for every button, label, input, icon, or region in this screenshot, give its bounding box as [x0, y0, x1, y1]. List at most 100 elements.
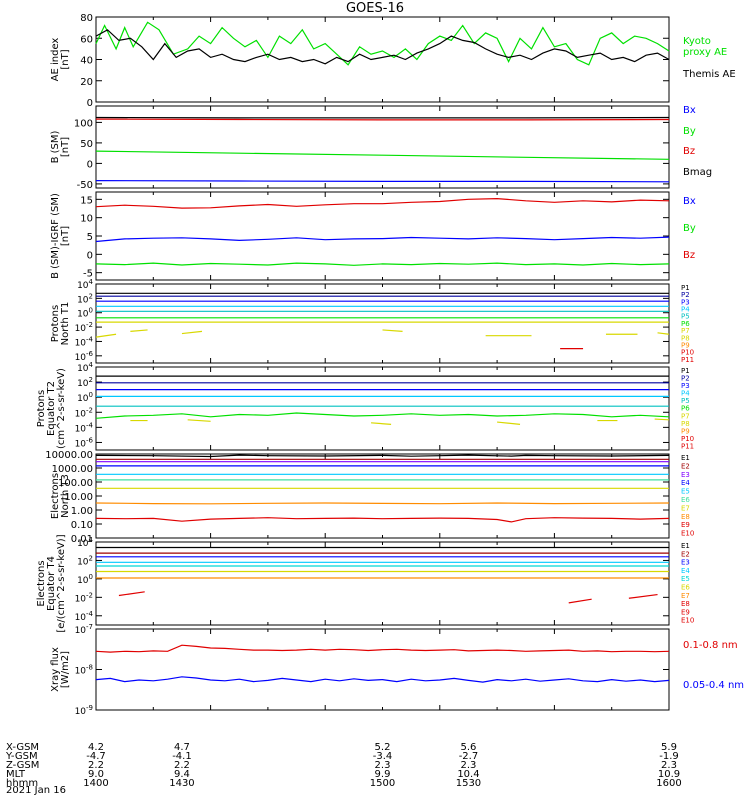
series-line-Bz	[95, 197, 670, 209]
y-tick-label: 0	[87, 159, 93, 170]
date-label: 2021 Jan 16	[6, 785, 66, 796]
legend-entry-P6: P6	[681, 320, 690, 328]
y-tick-label: 10-9	[75, 704, 93, 717]
legend-entry-Bx: Bx	[683, 105, 696, 116]
legend-entry-P3: P3	[681, 382, 690, 390]
y-tick-label: 5	[87, 232, 93, 243]
legend-entry-Bz: Bz	[683, 250, 695, 261]
y-tick-label: 10-8	[75, 664, 93, 677]
legend-entry-By: By	[683, 223, 696, 234]
y-axis-label: B (SM)	[50, 130, 61, 163]
panel-frame	[95, 366, 670, 451]
legend-entry-P1: P1	[681, 284, 690, 292]
panel-8: 10-7 10-8 10-9 Xray flux [W/m2] 0.1-0.8 nm 0.0…	[50, 623, 744, 717]
series-segment-P7	[187, 419, 211, 422]
legend-entry-E2: E2	[681, 462, 690, 470]
series-line-P6	[95, 412, 670, 419]
legend-entry-By: By	[683, 126, 696, 137]
y-tick-label: 102	[77, 376, 93, 389]
y-axis-label: Electrons	[50, 473, 61, 519]
legend-entry-E6: E6	[681, 496, 690, 504]
legend-entry-P8: P8	[681, 334, 690, 342]
x-axis-value: 2.2	[88, 760, 104, 771]
y-tick-label: 100	[77, 573, 93, 586]
x-axis-value: 1500	[370, 778, 395, 789]
legend-entry-P4: P4	[681, 390, 690, 398]
legend-entry-P11: P11	[681, 356, 694, 364]
legend-entry-Bz: Bz	[683, 146, 695, 157]
series-segment-P8	[382, 329, 403, 332]
y-axis-label: [nT]	[60, 49, 71, 69]
legend-entry-E8: E8	[681, 513, 690, 521]
x-axis-value: 9.4	[174, 769, 190, 780]
series-line-Themis AE	[95, 29, 670, 65]
series-line-Bx	[95, 180, 670, 183]
series-segment-E8	[118, 591, 145, 597]
legend-entry-E9: E9	[681, 521, 690, 529]
legend-entry-E5: E5	[681, 488, 690, 496]
legend-entry-E10: E10	[681, 530, 694, 538]
legend-entry-E6: E6	[681, 584, 690, 592]
series-segment-P7	[370, 422, 392, 425]
y-tick-label: 102	[77, 292, 93, 305]
y-tick-label: 10.00	[64, 492, 93, 503]
y-tick-label: 104	[77, 361, 93, 374]
series-line-E1	[95, 454, 670, 458]
x-axis-value: -4.7	[86, 751, 106, 762]
legend-entry-Kyoto proxy AE: proxy AE	[683, 47, 727, 58]
y-tick-label: 10000.00	[45, 450, 93, 461]
y-tick-label: 10-4	[75, 335, 94, 348]
y-tick-label: 100	[74, 118, 93, 129]
y-axis-label: [nT]	[60, 226, 71, 246]
x-axis-value: 2.3	[460, 760, 476, 771]
panel-2: -50 0 50 100 B (SM) [nT] Bx By Bz Bmag	[50, 105, 712, 191]
panel-frame	[95, 453, 670, 539]
legend-entry-Bx: Bx	[683, 196, 696, 207]
x-axis-value: -4.1	[172, 751, 192, 762]
series-segment-P8	[181, 330, 203, 335]
legend-entry-P2: P2	[681, 291, 690, 299]
y-tick-label: 100	[77, 307, 93, 320]
y-tick-label: 1.00	[71, 506, 93, 517]
y-tick-label: 1000.00	[52, 464, 93, 475]
y-axis-label: [e/(cm^2-s-sr-keV)]	[56, 534, 67, 632]
y-tick-label: 60	[80, 34, 93, 45]
panel-frame	[95, 541, 670, 626]
y-tick-label: 15	[80, 195, 93, 206]
x-axis-value: 2.2	[174, 760, 190, 771]
legend-entry-P4: P4	[681, 306, 690, 314]
series-line-By	[95, 262, 670, 266]
y-axis-label: [W/m2]	[60, 651, 71, 688]
y-axis-label: B (SM)-IGRF (SM)	[50, 193, 61, 279]
series-segment-P7	[497, 421, 521, 425]
x-axis-value: -2.7	[459, 751, 479, 762]
x-axis-value: 2.3	[661, 760, 677, 771]
y-tick-label: 10-2	[75, 406, 93, 419]
y-axis-label: AE index	[50, 38, 61, 82]
legend-entry-E1: E1	[681, 454, 690, 462]
x-axis-value: 2.3	[375, 760, 391, 771]
x-axis-row-label: X-GSM	[6, 742, 39, 753]
y-tick-label: -5	[83, 269, 93, 280]
panel-frame	[95, 628, 670, 711]
y-axis-label: (cm^2-s-sr-keV)	[56, 368, 67, 449]
legend-entry-E10: E10	[681, 617, 694, 625]
y-tick-label: 20	[80, 77, 93, 88]
legend-entry-E8: E8	[681, 600, 690, 608]
y-axis-label: Protons	[36, 390, 47, 427]
legend-entry-P7: P7	[681, 327, 690, 335]
x-axis-value: 4.2	[88, 742, 104, 753]
panel-3: -5 0 5 10 15 B (SM)-IGRF (SM) [nT] Bx By Bz	[50, 191, 696, 281]
panel-5: 104 102 100 10-2 10-4 10-6 Protons Equator T2 (c…	[36, 361, 694, 451]
x-axis-value: -3.4	[373, 751, 393, 762]
y-axis-label: Equator T4	[46, 556, 57, 611]
legend-entry-P1: P1	[681, 367, 690, 375]
legend-entry-E2: E2	[681, 550, 690, 558]
y-axis-label: Equator T2	[46, 381, 57, 436]
legend-entry-P5: P5	[681, 313, 690, 321]
y-tick-label: 0	[87, 250, 93, 261]
legend-entry-Bmag: Bmag	[683, 167, 712, 178]
